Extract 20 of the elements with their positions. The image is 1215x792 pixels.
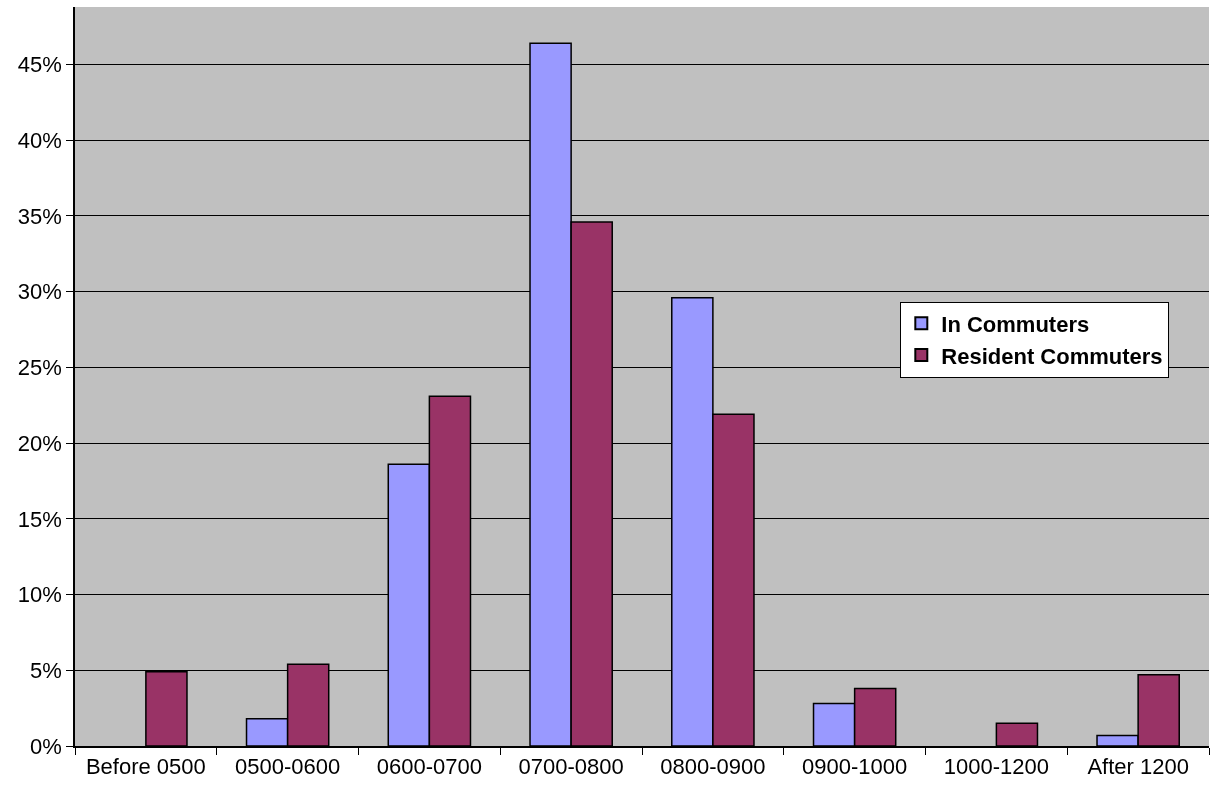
x-tick-label: 1000-1200 (943, 754, 1049, 780)
y-tick-label: 45% (17, 52, 62, 78)
y-tick-label: 25% (17, 355, 62, 381)
x-tick-label: Before 0500 (85, 754, 206, 780)
legend-label: In Commuters (941, 311, 1090, 337)
y-tick-label: 20% (17, 430, 62, 456)
y-tick-label: 40% (17, 127, 62, 153)
x-tick-label: 0600-0700 (376, 754, 482, 780)
y-tick-label: 35% (17, 203, 62, 229)
x-tick-label: After 1200 (1087, 754, 1189, 780)
y-tick-label: 10% (17, 582, 62, 608)
x-tick-label: 0800-0900 (660, 754, 766, 780)
x-tick-label: 0900-1000 (802, 754, 908, 780)
y-tick-label: 30% (17, 279, 62, 305)
y-tick-label: 0% (30, 733, 62, 759)
y-tick-label: 5% (30, 657, 62, 683)
x-tick-label: 0500-0600 (235, 754, 341, 780)
y-tick-label: 15% (17, 506, 62, 532)
legend-label: Resident Commuters (941, 343, 1163, 369)
x-tick-label: 0700-0800 (518, 754, 624, 780)
